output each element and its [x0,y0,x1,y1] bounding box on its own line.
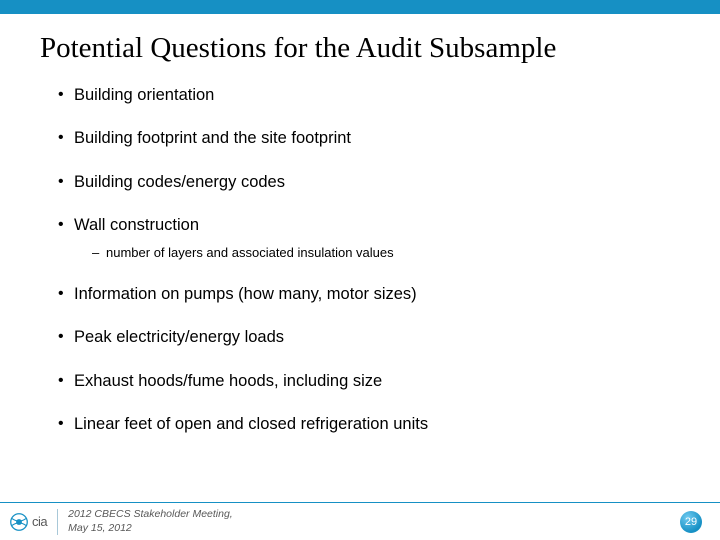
page-number-badge: 29 [680,511,702,533]
footer-meta: 2012 CBECS Stakeholder Meeting, May 15, … [68,508,233,534]
footer-inner: cia 2012 CBECS Stakeholder Meeting, May … [0,503,720,540]
slide-title: Potential Questions for the Audit Subsam… [40,32,720,65]
bullet-item: Building codes/energy codes [58,172,670,193]
footer-date-line: May 15, 2012 [68,522,233,535]
logo-text: cia [32,514,47,529]
bullet-list: Building orientation Building footprint … [58,85,670,435]
bullet-item: Building footprint and the site footprin… [58,128,670,149]
bullet-item: Information on pumps (how many, motor si… [58,284,670,305]
bullet-item: Building orientation [58,85,670,106]
logo: cia [8,511,47,533]
footer-meeting-line: 2012 CBECS Stakeholder Meeting, [68,508,233,521]
bullet-item: Linear feet of open and closed refrigera… [58,414,670,435]
content-area: Building orientation Building footprint … [0,85,720,435]
logo-mark-icon [8,511,30,533]
bullet-item: Peak electricity/energy loads [58,327,670,348]
footer-divider-vertical [57,509,58,535]
bullet-item: Wall construction [58,215,670,236]
footer: cia 2012 CBECS Stakeholder Meeting, May … [0,502,720,540]
bullet-item: Exhaust hoods/fume hoods, including size [58,371,670,392]
top-accent-bar [0,0,720,14]
sub-bullet-item: number of layers and associated insulati… [92,245,670,262]
